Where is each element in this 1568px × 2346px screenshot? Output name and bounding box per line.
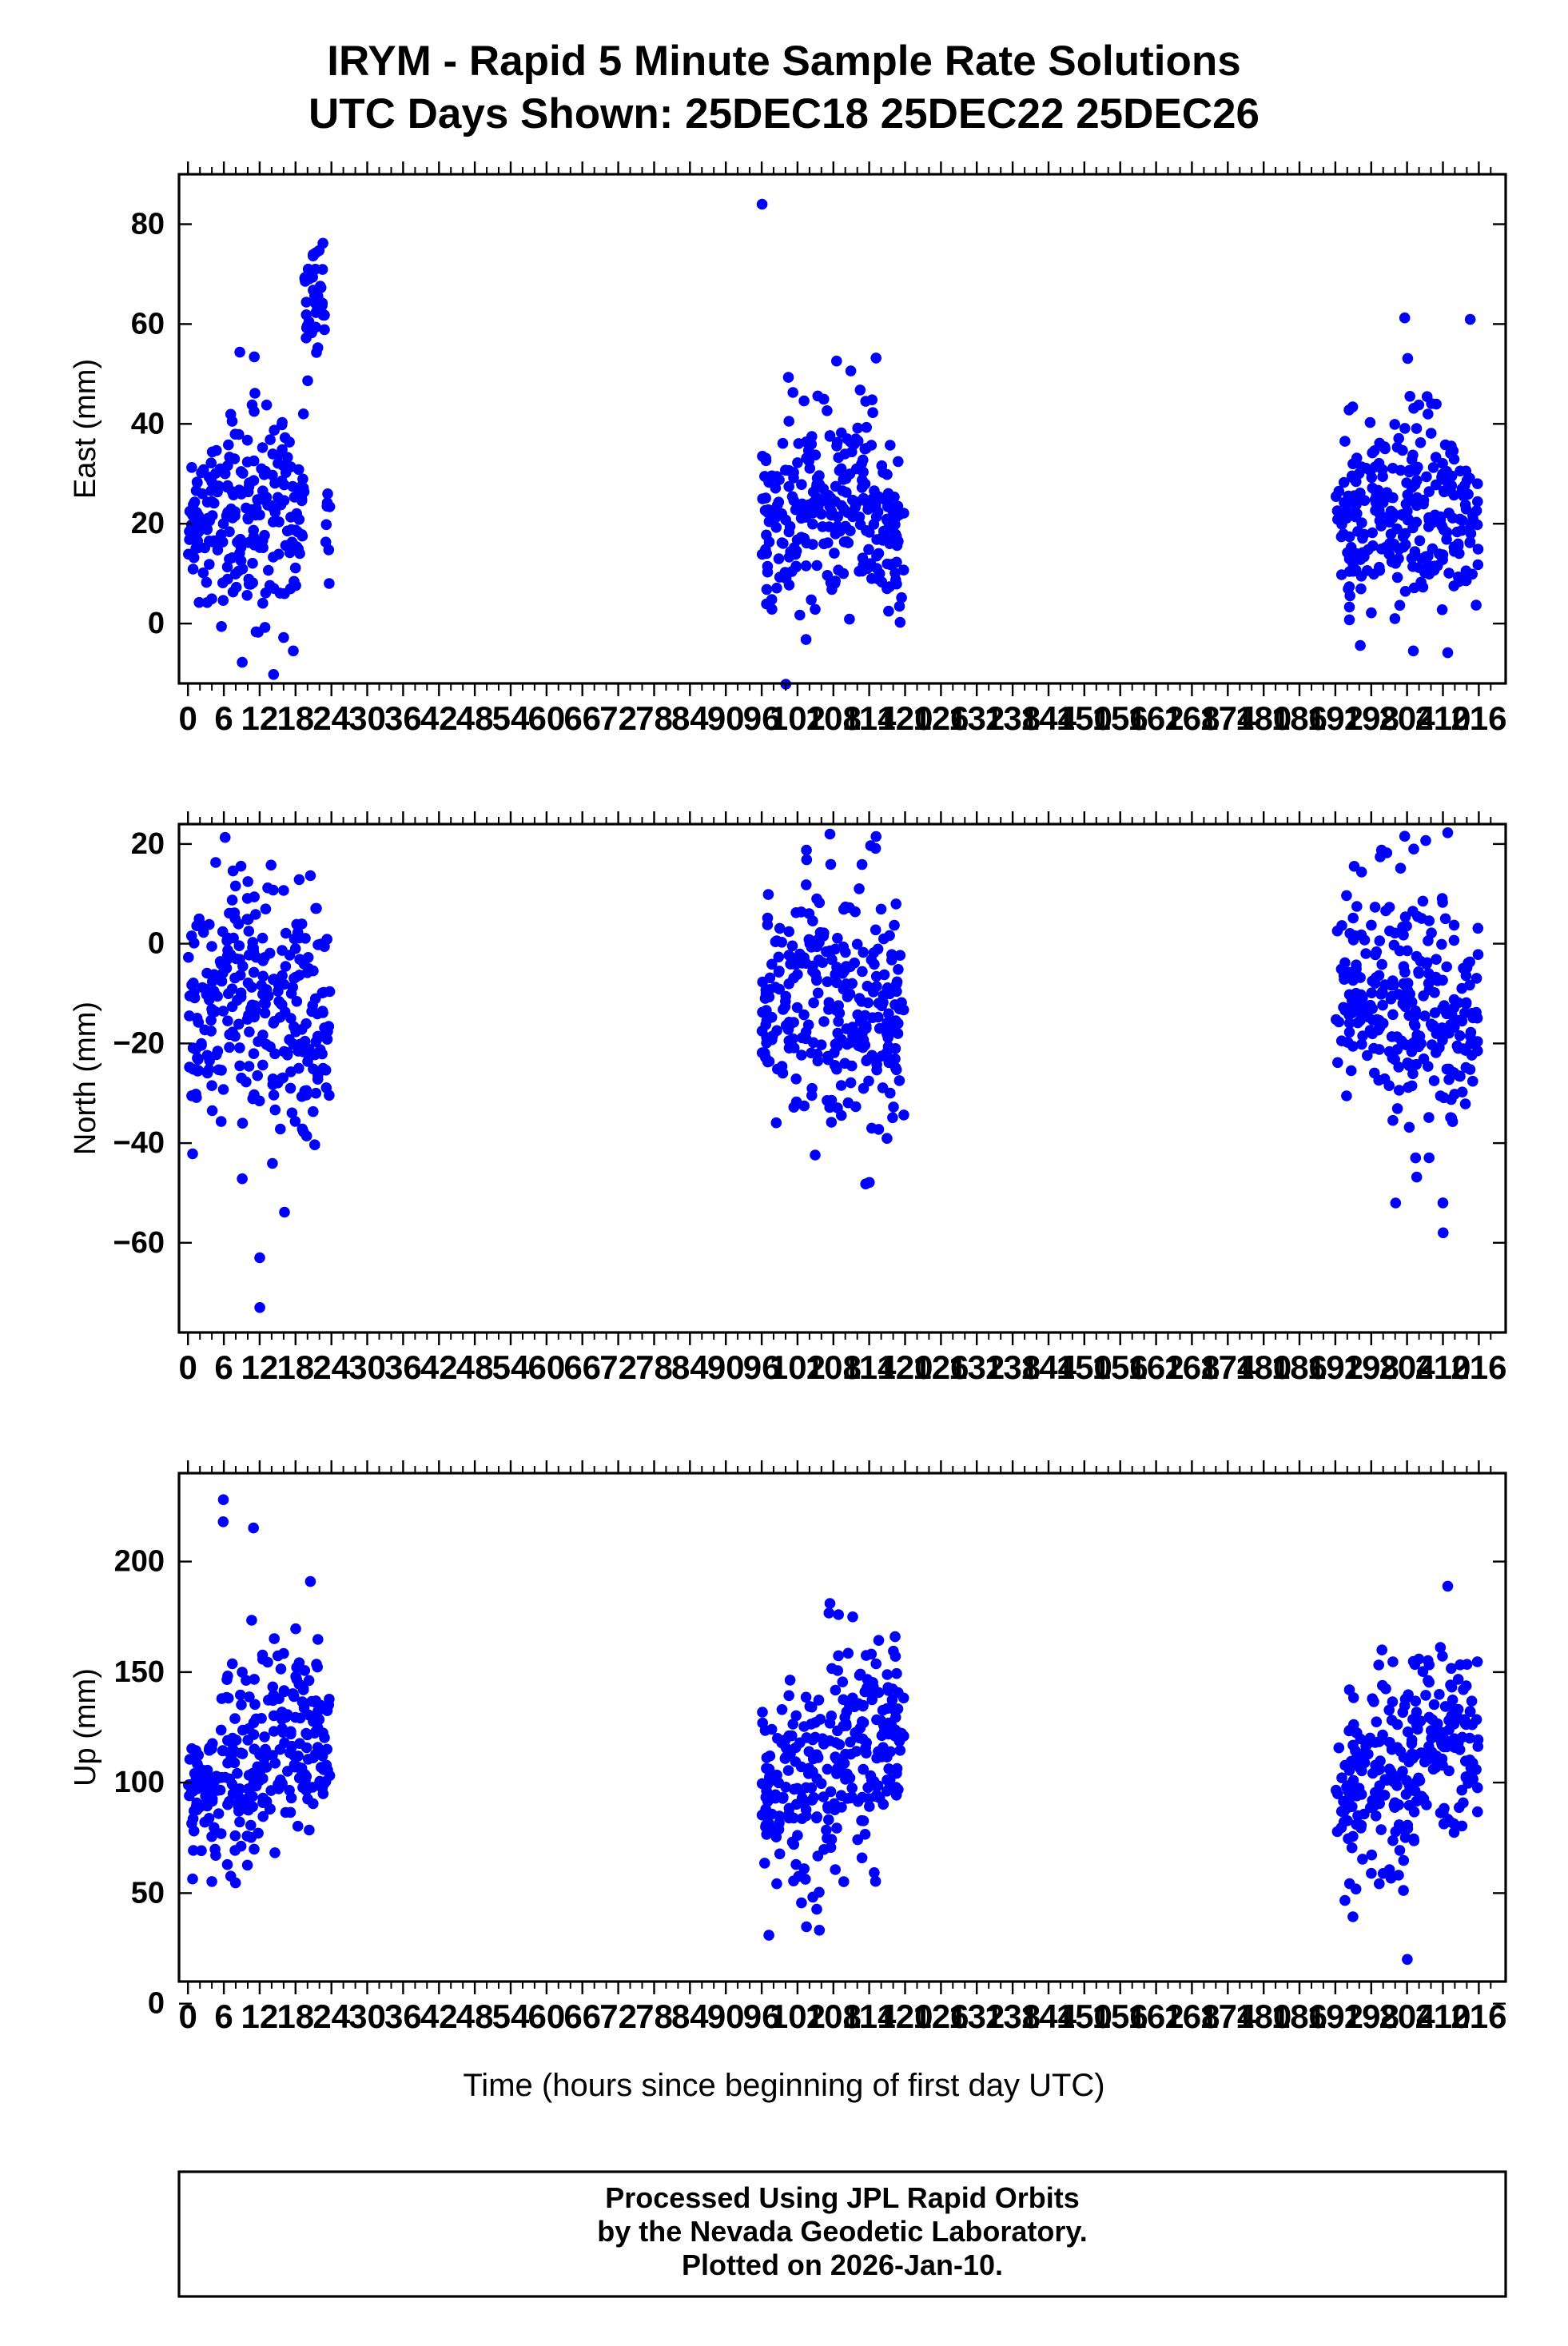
svg-text:24: 24: [312, 699, 350, 737]
svg-text:0: 0: [179, 699, 197, 737]
svg-text:60: 60: [528, 1997, 566, 2035]
svg-text:6: 6: [214, 1348, 233, 1386]
svg-text:78: 78: [635, 1348, 673, 1386]
svg-text:24: 24: [312, 1997, 350, 2035]
svg-text:UTC Days Shown: 25DEC18 25DEC: UTC Days Shown: 25DEC18 25DEC22 25DEC26: [308, 90, 1260, 137]
svg-text:East (mm): East (mm): [69, 359, 102, 499]
svg-text:66: 66: [563, 1997, 601, 2035]
svg-text:30: 30: [348, 1997, 386, 2035]
svg-text:20: 20: [131, 507, 165, 540]
svg-text:North (mm): North (mm): [69, 1002, 102, 1155]
svg-text:66: 66: [563, 699, 601, 737]
svg-text:0: 0: [148, 607, 165, 640]
svg-text:by the Nevada Geodetic Laborat: by the Nevada Geodetic Laboratory.: [597, 2215, 1088, 2248]
svg-text:IRYM - Rapid 5 Minute Sample R: IRYM - Rapid 5 Minute Sample Rate Soluti…: [327, 38, 1241, 85]
svg-text:66: 66: [563, 1348, 601, 1386]
svg-text:Time (hours since beginning of: Time (hours since beginning of first day…: [463, 2068, 1104, 2103]
svg-text:12: 12: [241, 1348, 279, 1386]
svg-text:42: 42: [420, 699, 458, 737]
svg-text:78: 78: [635, 1997, 673, 2035]
svg-text:Plotted on 2026-Jan-10.: Plotted on 2026-Jan-10.: [682, 2248, 1003, 2281]
svg-text:90: 90: [707, 1348, 745, 1386]
svg-text:60: 60: [528, 699, 566, 737]
svg-text:42: 42: [420, 1997, 458, 2035]
svg-text:36: 36: [384, 1997, 422, 2035]
svg-text:0: 0: [148, 1987, 165, 2021]
svg-text:18: 18: [277, 1997, 314, 2035]
svg-text:36: 36: [384, 699, 422, 737]
svg-text:48: 48: [456, 699, 494, 737]
svg-text:54: 54: [492, 699, 530, 737]
svg-text:30: 30: [348, 1348, 386, 1386]
svg-text:−20: −20: [113, 1026, 165, 1060]
svg-text:90: 90: [707, 1997, 745, 2035]
svg-text:36: 36: [384, 1348, 422, 1386]
svg-text:20: 20: [131, 827, 165, 861]
svg-text:−40: −40: [113, 1126, 165, 1160]
svg-text:40: 40: [131, 407, 165, 440]
svg-text:18: 18: [277, 1348, 314, 1386]
svg-text:150: 150: [114, 1655, 165, 1689]
svg-text:Up (mm): Up (mm): [69, 1668, 102, 1786]
svg-text:18: 18: [277, 699, 314, 737]
svg-text:84: 84: [671, 1997, 709, 2035]
svg-text:100: 100: [114, 1766, 165, 1799]
svg-text:48: 48: [456, 1348, 494, 1386]
svg-text:12: 12: [241, 699, 279, 737]
svg-text:30: 30: [348, 699, 386, 737]
svg-text:78: 78: [635, 699, 673, 737]
svg-text:48: 48: [456, 1997, 494, 2035]
svg-text:50: 50: [131, 1876, 165, 1910]
svg-text:90: 90: [707, 699, 745, 737]
svg-text:0: 0: [148, 927, 165, 961]
svg-text:84: 84: [671, 699, 709, 737]
svg-text:6: 6: [214, 1997, 233, 2035]
svg-text:6: 6: [214, 699, 233, 737]
svg-text:54: 54: [492, 1997, 530, 2035]
svg-text:54: 54: [492, 1348, 530, 1386]
svg-text:72: 72: [599, 699, 637, 737]
svg-text:−60: −60: [113, 1226, 165, 1260]
svg-text:216: 216: [1451, 699, 1506, 737]
svg-text:42: 42: [420, 1348, 458, 1386]
svg-text:200: 200: [114, 1545, 165, 1579]
svg-text:72: 72: [599, 1348, 637, 1386]
svg-text:60: 60: [528, 1348, 566, 1386]
svg-text:72: 72: [599, 1997, 637, 2035]
svg-text:84: 84: [671, 1348, 709, 1386]
svg-text:60: 60: [131, 307, 165, 341]
svg-text:0: 0: [179, 1348, 197, 1386]
svg-text:24: 24: [312, 1348, 350, 1386]
svg-text:216: 216: [1451, 1348, 1506, 1386]
svg-text:Processed Using JPL Rapid Orbi: Processed Using JPL Rapid Orbits: [605, 2181, 1080, 2214]
svg-text:80: 80: [131, 208, 165, 241]
svg-text:12: 12: [241, 1997, 279, 2035]
